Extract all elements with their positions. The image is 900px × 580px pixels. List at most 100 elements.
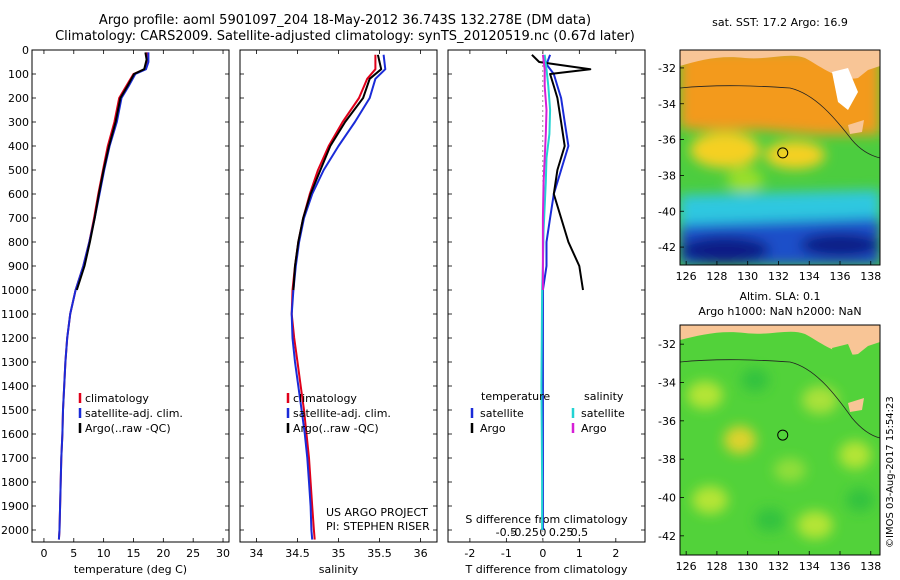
y-tick-label: 300: [8, 116, 29, 129]
sst-isobath: [680, 85, 880, 159]
profile-panels: 0100200300400500600700800900100011001200…: [1, 44, 646, 576]
profile-panel-2: 34 34.5 35 35.5 36 salinity: [239, 49, 438, 576]
header-line-1: Argo profile: aoml 5901097_204 18-May-20…: [99, 13, 591, 28]
legend-label: Argo(..raw -QC): [85, 422, 171, 435]
map-x-tick-label: 136: [830, 560, 851, 573]
y-tick-label: 1000: [1, 284, 29, 297]
legend-label: Argo: [581, 422, 607, 435]
s-diff-tick-label: 0.5: [571, 526, 589, 539]
x-tick-label: 35.5: [367, 547, 392, 560]
y-tick-label: 600: [8, 188, 29, 201]
x-axis-label: T difference from climatology: [465, 563, 628, 576]
sst-map-title: sat. SST: 17.2 Argo: 16.9: [712, 16, 848, 29]
map-y-tick-label: -40: [658, 492, 676, 505]
x-tick-label: 0: [40, 547, 47, 560]
profile-panel-3: -2 -1 0 1 2 T difference from climatology -0.5…: [447, 49, 646, 576]
map-x-tick-label: 126: [676, 270, 697, 283]
map-y-tick-label: -36: [658, 134, 676, 147]
legend-1: climatology satellite-adj. clim. Argo(..ra…: [78, 392, 183, 435]
series-line-3: [75, 52, 148, 291]
sst-land: [680, 50, 880, 79]
x-axis-label: temperature (deg C): [74, 563, 187, 576]
sst-map: sat. SST: 17.2 Argo: 16.9 126 128 130 132 13…: [658, 16, 881, 283]
y-tick-label: 1100: [1, 308, 29, 321]
legend-label: satellite: [581, 407, 625, 420]
x-tick-label: 20: [156, 547, 170, 560]
legend-label: climatology: [293, 392, 357, 405]
legend-label: Argo(..raw -QC): [293, 422, 379, 435]
map-y-tick-label: -40: [658, 205, 676, 218]
panel-frame: [31, 49, 230, 543]
y-tick-label: 0: [22, 44, 29, 57]
series-line-2: [531, 54, 592, 291]
s-diff-tick-label: -0.5: [496, 526, 517, 539]
sla-map-title-1: Altim. SLA: 0.1: [739, 290, 820, 303]
legend-label: Argo: [480, 422, 506, 435]
legend-label: satellite-adj. clim.: [85, 407, 183, 420]
legend-label: satellite: [480, 407, 524, 420]
y-tick-label: 400: [8, 140, 29, 153]
map-y-tick-label: -38: [658, 453, 676, 466]
sla-land: [680, 325, 880, 355]
header-line-2: Climatology: CARS2009. Satellite-adjuste…: [55, 29, 635, 44]
s-diff-axis-label: S difference from climatology: [465, 513, 628, 526]
s-diff-tick-label: 0: [539, 526, 546, 539]
legend-label: climatology: [85, 392, 149, 405]
map-x-tick-label: 138: [860, 270, 881, 283]
map-x-tick-label: 134: [799, 270, 820, 283]
series-line-2: [57, 52, 150, 540]
credit-pi: PI: STEPHEN RISER: [326, 520, 430, 533]
map-y-tick-label: -42: [658, 241, 676, 254]
x-tick-label: 10: [97, 547, 111, 560]
map-y-tick-label: -32: [658, 62, 676, 75]
y-tick-label: 1500: [1, 404, 29, 417]
y-tick-label: 700: [8, 212, 29, 225]
sla-map-axes: 126 128 130 132 134 136 138 -32 -34 -36 -38 -40 -42: [658, 338, 881, 573]
x-tick-label: 34.5: [285, 547, 310, 560]
x-tick-label: 34: [249, 547, 263, 560]
map-x-tick-label: 130: [737, 270, 758, 283]
y-tick-label: 900: [8, 260, 29, 273]
sla-map-frame: [679, 324, 881, 556]
imos-credit: ©IMOS 03-Aug-2017 15:54:23: [885, 396, 896, 548]
x-tick-label: 25: [186, 547, 200, 560]
series-line-1: [541, 54, 570, 530]
map-x-tick-label: 132: [768, 560, 789, 573]
y-tick-label: 1200: [1, 332, 29, 345]
map-x-tick-label: 130: [737, 560, 758, 573]
map-x-tick-label: 132: [768, 270, 789, 283]
y-tick-label: 2000: [1, 524, 29, 537]
y-tick-label: 200: [8, 92, 29, 105]
sla-profile-marker: [777, 429, 789, 441]
x-tick-label: 1: [576, 547, 583, 560]
map-y-tick-label: -34: [658, 98, 676, 111]
y-tick-label: 1700: [1, 452, 29, 465]
profile-panel-1: 0100200300400500600700800900100011001200…: [1, 44, 230, 576]
sst-map-frame: [679, 49, 881, 266]
y-tick-label: 1900: [1, 500, 29, 513]
y-tick-label: 500: [8, 164, 29, 177]
x-tick-label: 2: [612, 547, 619, 560]
map-y-tick-label: -36: [658, 415, 676, 428]
sla-map-title-2: Argo h1000: NaN h2000: NaN: [698, 305, 861, 318]
s-diff-tick-label: 0.25: [549, 526, 574, 539]
map-x-tick-label: 136: [830, 270, 851, 283]
credit-project: US ARGO PROJECT: [326, 506, 428, 519]
x-tick-label: 36: [414, 547, 428, 560]
x-tick-label: 15: [126, 547, 140, 560]
map-y-tick-label: -42: [658, 530, 676, 543]
map-x-tick-label: 128: [706, 270, 727, 283]
sst-map-axes: 126 128 130 132 134 136 138 -32 -34 -36 -38 -40 -42: [658, 62, 881, 283]
series-line-3: [540, 54, 552, 530]
legend-title-salinity: salinity: [584, 390, 624, 403]
y-tick-label: 1400: [1, 380, 29, 393]
map-x-tick-label: 134: [799, 560, 820, 573]
x-axis-label: salinity: [319, 563, 359, 576]
x-tick-label: 5: [70, 547, 77, 560]
map-x-tick-label: 126: [676, 560, 697, 573]
legend-2: climatology satellite-adj. clim. Argo(..ra…: [286, 392, 391, 435]
series-line-3: [292, 54, 383, 291]
s-diff-tick-label: -0.25: [510, 526, 538, 539]
